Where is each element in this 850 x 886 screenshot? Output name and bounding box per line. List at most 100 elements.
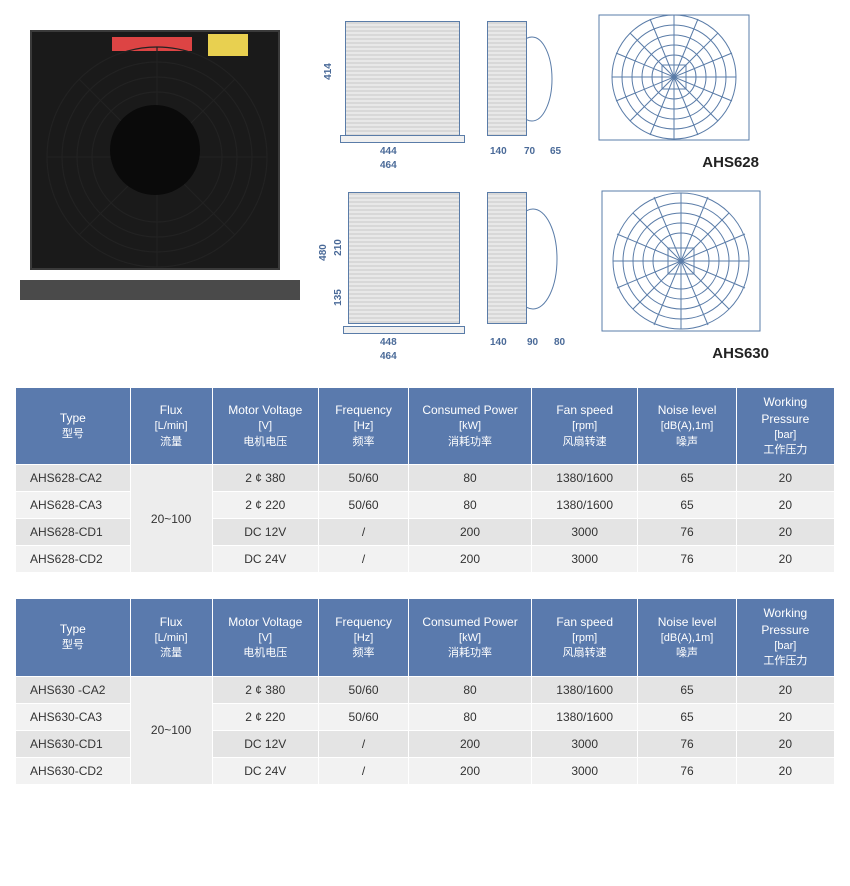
cell: 65 [638, 492, 736, 519]
cell: 2 ¢ 220 [212, 703, 318, 730]
cell: 2 ¢ 380 [212, 465, 318, 492]
cell: 3000 [531, 757, 637, 784]
cell-type: AHS628-CA3 [16, 492, 131, 519]
cell: 20 [736, 676, 834, 703]
cell-flux: 20~100 [130, 676, 212, 784]
col-header: Consumed Power[kW]消耗功率 [409, 599, 532, 676]
cell: 76 [638, 730, 736, 757]
col-header: Working Pressure[bar]工作压力 [736, 599, 834, 676]
cell: / [319, 546, 409, 573]
cell: 65 [638, 465, 736, 492]
cell: 20 [736, 492, 834, 519]
cell: 1380/1600 [531, 676, 637, 703]
cell-type: AHS628-CD1 [16, 519, 131, 546]
cell: 3000 [531, 730, 637, 757]
dim-label: 70 [524, 146, 535, 157]
spec-table-ahs628: Type型号Flux[L/min]流量Motor Voltage[V]电机电压F… [15, 387, 835, 573]
cell: DC 12V [212, 730, 318, 757]
cell: 200 [409, 519, 532, 546]
col-header: Motor Voltage[V]电机电压 [212, 388, 318, 465]
model-label: AHS630 [599, 345, 769, 362]
dim-label: 80 [554, 337, 565, 348]
cell: 80 [409, 703, 532, 730]
cell: 50/60 [319, 465, 409, 492]
dim-label: 480 [318, 244, 329, 261]
col-header: Motor Voltage[V]电机电压 [212, 599, 318, 676]
cell: 65 [638, 676, 736, 703]
cell-flux: 20~100 [130, 465, 212, 573]
drawing-row-ahs628: 414 444 464 140 70 65 [320, 10, 840, 171]
table-row: AHS628-CA220~1002 ¢ 38050/60801380/16006… [16, 465, 835, 492]
dim-label: 464 [380, 351, 397, 362]
cell: 20 [736, 519, 834, 546]
cell: 65 [638, 703, 736, 730]
cell: 2 ¢ 220 [212, 492, 318, 519]
cell: 1380/1600 [531, 492, 637, 519]
model-label: AHS628 [589, 154, 759, 171]
cell: 3000 [531, 519, 637, 546]
col-header: Consumed Power[kW]消耗功率 [409, 388, 532, 465]
cell: 20 [736, 703, 834, 730]
cell: 76 [638, 519, 736, 546]
cell: / [319, 757, 409, 784]
col-header: Fan speed[rpm]风扇转速 [531, 388, 637, 465]
cell: 76 [638, 757, 736, 784]
dim-label: 140 [490, 146, 507, 157]
spec-table-ahs630: Type型号Flux[L/min]流量Motor Voltage[V]电机电压F… [15, 598, 835, 784]
cell: 200 [409, 757, 532, 784]
dim-label: 444 [380, 146, 397, 157]
col-header: Noise level[dB(A),1m]噪声 [638, 388, 736, 465]
cell: 2 ¢ 380 [212, 676, 318, 703]
dim-label: 448 [380, 337, 397, 348]
cell: DC 12V [212, 519, 318, 546]
cell: 50/60 [319, 703, 409, 730]
cell-type: AHS628-CD2 [16, 546, 131, 573]
dim-label: 90 [527, 337, 538, 348]
cell-type: AHS630-CD2 [16, 757, 131, 784]
back-view-ahs628 [589, 10, 759, 150]
col-header: Type型号 [16, 599, 131, 676]
col-header: Frequency[Hz]频率 [319, 599, 409, 676]
cell: / [319, 519, 409, 546]
cell: 1380/1600 [531, 703, 637, 730]
col-header: Flux[L/min]流量 [130, 599, 212, 676]
cell: 80 [409, 465, 532, 492]
table-row: AHS630 -CA220~1002 ¢ 38050/60801380/1600… [16, 676, 835, 703]
cell: 20 [736, 730, 834, 757]
cell: 20 [736, 465, 834, 492]
dim-label: 210 [333, 239, 344, 256]
dim-label: 140 [490, 337, 507, 348]
col-header: Fan speed[rpm]风扇转速 [531, 599, 637, 676]
cell: 20 [736, 757, 834, 784]
cell: 20 [736, 546, 834, 573]
cell: 80 [409, 492, 532, 519]
col-header: Type型号 [16, 388, 131, 465]
dim-label: 135 [333, 289, 344, 306]
cell: 200 [409, 546, 532, 573]
col-header: Flux[L/min]流量 [130, 388, 212, 465]
dim-label: 464 [380, 160, 397, 171]
cell: 50/60 [319, 492, 409, 519]
cell: / [319, 730, 409, 757]
cell: 3000 [531, 546, 637, 573]
product-photo [10, 10, 310, 300]
cell: DC 24V [212, 757, 318, 784]
cell-type: AHS630 -CA2 [16, 676, 131, 703]
cell: 76 [638, 546, 736, 573]
technical-drawings: 414 444 464 140 70 65 [320, 10, 840, 362]
dim-label: 414 [323, 63, 334, 80]
tables-section: Type型号Flux[L/min]流量Motor Voltage[V]电机电压F… [0, 372, 850, 825]
cell: 1380/1600 [531, 465, 637, 492]
back-view-ahs630 [594, 186, 769, 341]
col-header: Working Pressure[bar]工作压力 [736, 388, 834, 465]
cell: DC 24V [212, 546, 318, 573]
cell-type: AHS630-CA3 [16, 703, 131, 730]
dim-label: 65 [550, 146, 561, 157]
diagrams-section: 414 444 464 140 70 65 [0, 0, 850, 372]
cell: 80 [409, 676, 532, 703]
cell-type: AHS628-CA2 [16, 465, 131, 492]
drawing-row-ahs630: 480 210 135 448 464 140 90 80 [320, 186, 840, 362]
cell: 50/60 [319, 676, 409, 703]
cell: 200 [409, 730, 532, 757]
col-header: Frequency[Hz]频率 [319, 388, 409, 465]
